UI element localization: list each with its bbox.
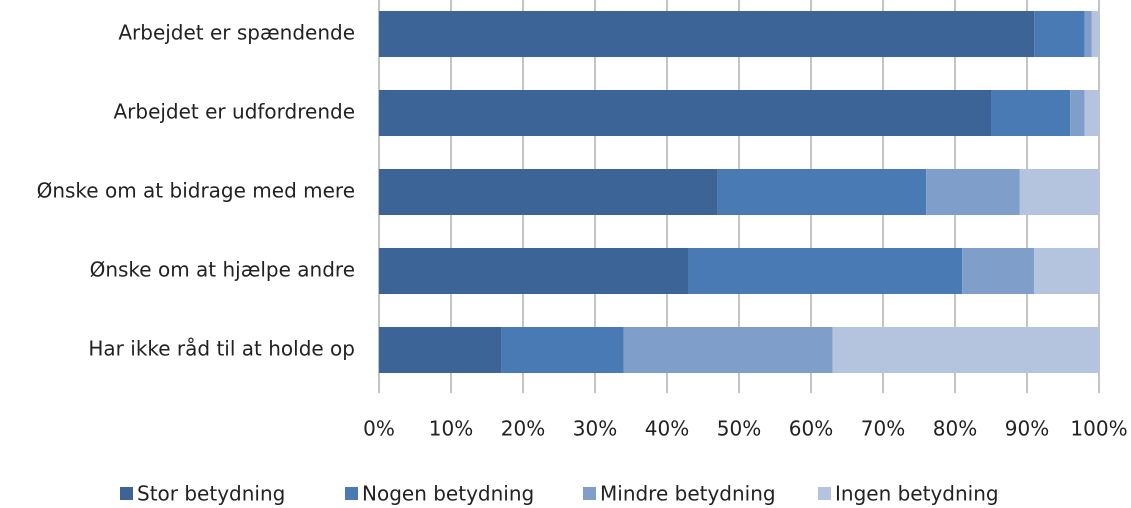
bar-segment — [379, 90, 991, 136]
legend-swatch — [818, 487, 831, 500]
bar-segment — [1070, 90, 1085, 136]
y-tick-label: Arbejdet er spændende — [118, 21, 355, 45]
bar-segment — [1019, 169, 1099, 215]
bar-segment — [379, 327, 502, 373]
x-tick-label: 10% — [429, 417, 473, 441]
bar-segment — [688, 248, 963, 294]
y-tick-label: Ønske om at hjælpe andre — [90, 258, 355, 282]
legend-swatch — [583, 487, 596, 500]
x-tick-label: 80% — [933, 417, 977, 441]
bar-segment — [1091, 11, 1099, 57]
bar-segment — [832, 327, 1099, 373]
bar-segment — [379, 169, 718, 215]
x-tick-label: 90% — [1005, 417, 1049, 441]
bar-segment — [926, 169, 1020, 215]
legend-swatch — [345, 487, 358, 500]
bar-segment — [991, 90, 1071, 136]
legend-label: Nogen betydning — [362, 482, 534, 506]
legend-label: Ingen betydning — [835, 482, 999, 506]
bar-segment — [1034, 11, 1085, 57]
y-tick-label: Har ikke råd til at holde op — [88, 337, 355, 361]
x-tick-label: 70% — [861, 417, 905, 441]
bar-segment — [1084, 11, 1092, 57]
x-tick-label: 40% — [645, 417, 689, 441]
legend-label: Mindre betydning — [600, 482, 776, 506]
bar-segment — [379, 248, 689, 294]
x-tick-label: 0% — [363, 417, 395, 441]
y-tick-label: Ønske om at bidrage med mere — [37, 179, 355, 203]
bar-segment — [1084, 90, 1099, 136]
bar-segment — [1034, 248, 1099, 294]
bar-segment — [962, 248, 1035, 294]
bar-segment — [501, 327, 624, 373]
legend-swatch — [120, 487, 133, 500]
x-tick-label: 100% — [1070, 417, 1127, 441]
bar-segment — [717, 169, 927, 215]
y-tick-label: Arbejdet er udfordrende — [113, 100, 355, 124]
x-tick-label: 60% — [789, 417, 833, 441]
bar-segment — [379, 11, 1035, 57]
x-tick-label: 50% — [717, 417, 761, 441]
bar-segment — [623, 327, 833, 373]
x-tick-label: 20% — [501, 417, 545, 441]
x-tick-label: 30% — [573, 417, 617, 441]
legend-label: Stor betydning — [137, 482, 285, 506]
